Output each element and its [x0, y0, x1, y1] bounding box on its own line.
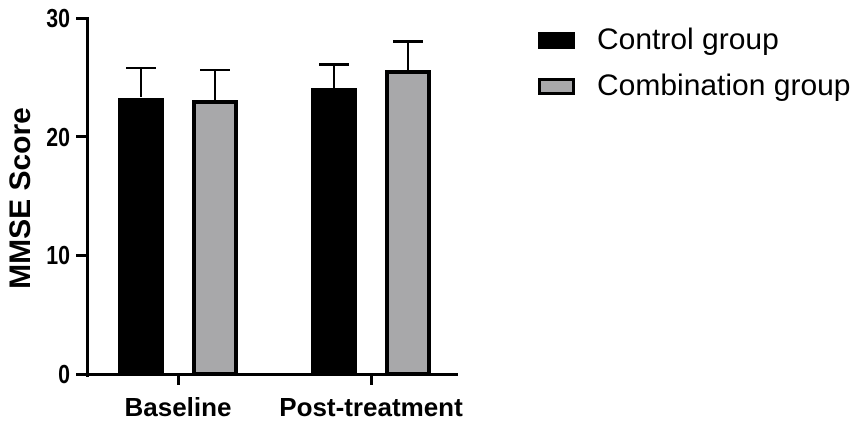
y-axis-title: MMSE Score [4, 107, 37, 289]
error-cap [319, 63, 349, 66]
bar-combination-group-0 [192, 99, 238, 376]
legend-item-combination: Combination group [538, 69, 851, 102]
bar-control-group-1 [311, 88, 357, 376]
legend-label-control: Control group [597, 23, 779, 56]
error-cap [393, 40, 423, 43]
error-cap [200, 68, 230, 72]
error-cap [126, 66, 156, 70]
x-category-label: Baseline [124, 392, 232, 422]
x-category-label: Post-treatment [279, 392, 463, 422]
legend-item-control: Control group [538, 23, 851, 56]
y-tick-label: 10 [46, 240, 70, 271]
control-group-swatch-icon [538, 31, 575, 49]
x-tick [176, 376, 180, 385]
y-tick [76, 135, 86, 139]
y-tick [76, 16, 86, 20]
legend: Control group Combination group [538, 23, 851, 102]
error-whisker [332, 64, 336, 88]
y-tick [76, 253, 86, 257]
x-tick [369, 376, 373, 385]
error-whisker [213, 70, 217, 100]
y-tick-label: 20 [46, 121, 70, 152]
error-whisker [406, 41, 410, 71]
legend-label-combination: Combination group [597, 69, 851, 102]
bar-control-group-0 [118, 97, 164, 376]
y-axis-line [86, 16, 89, 377]
y-tick-label: 0 [58, 359, 70, 389]
error-whisker [139, 67, 143, 98]
y-tick-label: 30 [46, 3, 70, 33]
combination-group-swatch-icon [538, 77, 575, 95]
y-tick [76, 372, 86, 376]
bar-combination-group-1 [385, 70, 431, 376]
x-axis-line [86, 373, 458, 376]
